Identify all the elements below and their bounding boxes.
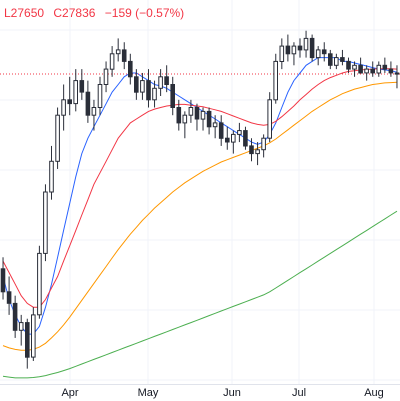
candle-body <box>303 37 309 51</box>
candle-body <box>158 76 163 89</box>
candle-body <box>249 145 254 155</box>
candle-body <box>352 64 357 70</box>
candle-body <box>67 99 73 105</box>
candle-body <box>309 37 315 59</box>
candle-body <box>134 76 139 93</box>
candle-body <box>340 57 345 62</box>
moving-average-line <box>2 57 398 335</box>
candle-body <box>243 130 248 147</box>
candle-body <box>382 64 388 70</box>
candle-body <box>79 80 85 93</box>
candle-body <box>85 91 91 116</box>
candle-body <box>394 72 400 75</box>
candle-body <box>91 107 97 116</box>
candle-body <box>315 49 321 59</box>
candle-body <box>388 68 394 74</box>
candle-body <box>285 45 291 55</box>
candle-body <box>12 302 18 331</box>
x-tick-label: Jul <box>291 387 307 399</box>
candle-body <box>321 49 327 55</box>
x-tick-label: Apr <box>61 387 79 399</box>
candle-body <box>267 99 272 139</box>
candle-body <box>73 80 79 105</box>
candle-body <box>152 87 157 101</box>
candle-body <box>97 84 103 108</box>
legend-change: −159 (−0.57%) <box>104 6 185 20</box>
x-tick-label: May <box>137 387 159 399</box>
candle-body <box>370 68 375 74</box>
candle-body <box>237 130 242 135</box>
candle-body <box>218 122 224 139</box>
ohlc-legend: L27650 C27836 −159 (−0.57%) <box>4 2 190 24</box>
candle-body <box>334 57 339 66</box>
candle-body <box>109 53 115 70</box>
candle-body <box>128 60 133 78</box>
candle-body <box>291 45 297 55</box>
moving-average-line <box>2 68 398 308</box>
candle-body <box>103 68 109 85</box>
candle-body <box>170 84 175 108</box>
candle-body <box>255 149 260 155</box>
candle-body <box>231 133 236 143</box>
candle-body <box>115 49 121 55</box>
candle-body <box>55 114 60 162</box>
x-tick-label: Jun <box>223 387 241 399</box>
candle-body <box>25 322 30 358</box>
candle-body <box>146 80 151 101</box>
candle-body <box>43 191 48 254</box>
candle-body <box>376 64 382 74</box>
candle-body <box>225 137 230 143</box>
candle-body <box>121 49 127 62</box>
moving-average-line <box>2 210 398 379</box>
candle-body <box>358 64 363 74</box>
time-axis[interactable]: Apr May Jun Jul Aug <box>0 384 400 401</box>
legend-close: C27836 <box>53 6 96 20</box>
moving-average-line <box>2 81 398 351</box>
candle-body <box>297 45 303 51</box>
candle-body <box>273 60 278 101</box>
candle-body <box>164 76 169 86</box>
candle-body <box>140 80 145 93</box>
candle-body <box>346 60 351 70</box>
candle-body <box>194 107 200 120</box>
candle-body <box>37 252 42 316</box>
candle-body <box>212 122 218 128</box>
x-tick-label: Aug <box>364 387 384 399</box>
candle-body <box>200 110 206 120</box>
candle-body <box>31 314 36 358</box>
candle-body <box>6 291 12 304</box>
candle-body <box>176 107 182 124</box>
candle-body <box>328 53 333 66</box>
candle-body <box>0 268 6 293</box>
candle-body <box>364 68 369 74</box>
candle-body <box>49 160 54 193</box>
candle-body <box>18 322 24 331</box>
candle-body <box>206 110 212 128</box>
price-chart[interactable] <box>0 0 400 384</box>
candle-body <box>182 114 188 124</box>
candle-body <box>188 107 194 116</box>
candle-body <box>279 45 285 62</box>
candle-body <box>261 137 266 151</box>
legend-low: L27650 <box>4 6 45 20</box>
candle-body <box>61 99 66 116</box>
